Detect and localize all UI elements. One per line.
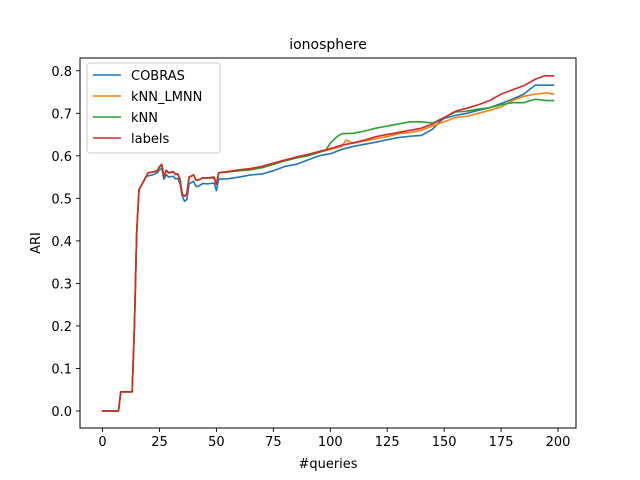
legend-label-knn-lmnn: kNN_LMNN bbox=[131, 90, 202, 105]
chart-title: ionosphere bbox=[289, 37, 367, 53]
y-tick-label: 0.2 bbox=[51, 320, 72, 335]
y-tick-label: 0.6 bbox=[51, 150, 72, 165]
x-tick-label: 25 bbox=[151, 435, 168, 450]
y-tick-label: 0.3 bbox=[51, 277, 72, 292]
legend-label-knn: kNN bbox=[131, 111, 158, 126]
y-tick-label: 0.7 bbox=[51, 107, 72, 122]
y-axis-label: ARI bbox=[29, 232, 44, 254]
legend-box bbox=[86, 62, 221, 154]
y-tick-label: 0.4 bbox=[51, 235, 72, 250]
x-tick-label: 75 bbox=[265, 435, 282, 450]
y-tick-label: 0.1 bbox=[51, 362, 72, 377]
series-layer bbox=[101, 75, 555, 412]
x-tick-label: 50 bbox=[208, 435, 225, 450]
x-tick-label: 200 bbox=[546, 435, 571, 450]
x-tick-label: 125 bbox=[375, 435, 400, 450]
legend-label-labels: labels bbox=[131, 132, 169, 147]
x-tick-label: 0 bbox=[98, 435, 106, 450]
x-tick-label: 100 bbox=[318, 435, 343, 450]
legend: COBRAS kNN_LMNN kNN labels bbox=[86, 62, 221, 154]
x-axis: 0 25 50 75 100 125 150 175 200 bbox=[98, 428, 570, 450]
y-axis: 0.0 0.1 0.2 0.3 0.4 0.5 0.6 0.7 0.8 bbox=[51, 65, 80, 420]
series-line-labels bbox=[101, 75, 555, 412]
y-tick-label: 0.0 bbox=[51, 405, 72, 420]
legend-label-cobras: COBRAS bbox=[131, 69, 185, 84]
x-tick-label: 175 bbox=[489, 435, 514, 450]
y-tick-label: 0.8 bbox=[51, 65, 72, 80]
y-tick-label: 0.5 bbox=[51, 192, 72, 207]
x-tick-label: 150 bbox=[432, 435, 457, 450]
x-axis-label: #queries bbox=[298, 457, 357, 472]
plot-frame bbox=[79, 57, 577, 429]
